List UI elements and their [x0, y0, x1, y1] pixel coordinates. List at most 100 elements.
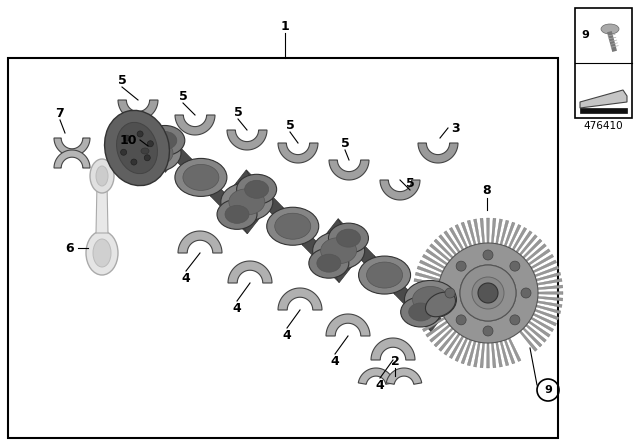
- Polygon shape: [54, 150, 90, 168]
- Polygon shape: [328, 219, 359, 270]
- Polygon shape: [438, 235, 456, 255]
- Polygon shape: [278, 143, 318, 163]
- Polygon shape: [520, 331, 538, 351]
- Polygon shape: [480, 218, 484, 243]
- Polygon shape: [178, 231, 222, 253]
- Polygon shape: [175, 115, 215, 135]
- Polygon shape: [96, 183, 108, 233]
- Ellipse shape: [483, 250, 493, 260]
- Polygon shape: [467, 220, 476, 245]
- Polygon shape: [426, 249, 447, 265]
- Ellipse shape: [129, 134, 181, 172]
- Polygon shape: [538, 292, 563, 294]
- Polygon shape: [422, 254, 445, 269]
- Polygon shape: [434, 239, 453, 258]
- Polygon shape: [455, 224, 468, 248]
- Ellipse shape: [309, 248, 349, 278]
- Polygon shape: [474, 342, 480, 367]
- Ellipse shape: [317, 254, 341, 272]
- Polygon shape: [580, 90, 627, 108]
- Ellipse shape: [183, 164, 219, 190]
- Ellipse shape: [426, 292, 456, 317]
- Polygon shape: [413, 285, 438, 289]
- Polygon shape: [492, 218, 496, 243]
- Polygon shape: [536, 272, 561, 281]
- Ellipse shape: [90, 159, 114, 193]
- Ellipse shape: [456, 261, 466, 271]
- Polygon shape: [319, 231, 349, 283]
- Ellipse shape: [483, 326, 493, 336]
- Ellipse shape: [267, 207, 319, 245]
- Polygon shape: [429, 244, 451, 262]
- Text: 4: 4: [376, 379, 385, 392]
- Ellipse shape: [145, 125, 185, 155]
- Bar: [8, 58, 558, 438]
- Text: 476410: 476410: [583, 121, 623, 131]
- Polygon shape: [434, 327, 453, 347]
- Ellipse shape: [401, 297, 441, 327]
- Polygon shape: [154, 121, 211, 197]
- Ellipse shape: [124, 135, 130, 141]
- Polygon shape: [486, 343, 490, 368]
- Polygon shape: [529, 249, 550, 265]
- Polygon shape: [461, 340, 472, 364]
- Polygon shape: [415, 305, 440, 314]
- Ellipse shape: [131, 159, 137, 165]
- Polygon shape: [461, 222, 472, 246]
- Ellipse shape: [445, 288, 455, 298]
- Ellipse shape: [237, 174, 276, 204]
- Polygon shape: [508, 224, 521, 248]
- Ellipse shape: [510, 261, 520, 271]
- Polygon shape: [387, 368, 422, 384]
- Polygon shape: [449, 336, 464, 359]
- Polygon shape: [538, 297, 563, 301]
- Polygon shape: [418, 143, 458, 163]
- Ellipse shape: [116, 122, 157, 174]
- Polygon shape: [500, 220, 509, 245]
- Polygon shape: [429, 324, 451, 342]
- Polygon shape: [145, 121, 175, 172]
- Text: 6: 6: [66, 241, 74, 254]
- Polygon shape: [467, 341, 476, 366]
- Text: 4: 4: [232, 302, 241, 314]
- Polygon shape: [537, 301, 562, 307]
- Text: 1: 1: [280, 20, 289, 33]
- Polygon shape: [54, 138, 90, 156]
- Polygon shape: [191, 158, 247, 234]
- Polygon shape: [444, 333, 460, 355]
- Ellipse shape: [510, 315, 520, 325]
- Polygon shape: [426, 321, 447, 337]
- Ellipse shape: [93, 239, 111, 267]
- Polygon shape: [417, 309, 442, 320]
- Polygon shape: [326, 314, 370, 336]
- Polygon shape: [474, 219, 480, 244]
- Text: 9: 9: [581, 30, 589, 40]
- Ellipse shape: [86, 231, 118, 275]
- Polygon shape: [580, 108, 627, 113]
- Text: 4: 4: [182, 271, 190, 284]
- Ellipse shape: [141, 148, 149, 154]
- Text: 2: 2: [390, 354, 399, 367]
- Ellipse shape: [229, 189, 265, 215]
- Polygon shape: [329, 160, 369, 180]
- Polygon shape: [380, 180, 420, 200]
- Ellipse shape: [328, 223, 369, 253]
- Text: 5: 5: [234, 105, 243, 119]
- Polygon shape: [246, 170, 303, 246]
- Ellipse shape: [96, 166, 108, 186]
- Ellipse shape: [221, 183, 273, 221]
- Polygon shape: [444, 231, 460, 253]
- Polygon shape: [496, 342, 502, 367]
- Polygon shape: [227, 182, 257, 234]
- Text: 5: 5: [179, 90, 188, 103]
- Bar: [575, 8, 632, 118]
- Ellipse shape: [104, 110, 170, 185]
- Ellipse shape: [153, 131, 177, 150]
- Ellipse shape: [147, 141, 154, 147]
- Polygon shape: [227, 130, 267, 150]
- Text: 5: 5: [406, 177, 414, 190]
- Polygon shape: [415, 272, 440, 281]
- Ellipse shape: [409, 303, 433, 321]
- Polygon shape: [512, 227, 527, 250]
- Ellipse shape: [217, 199, 257, 229]
